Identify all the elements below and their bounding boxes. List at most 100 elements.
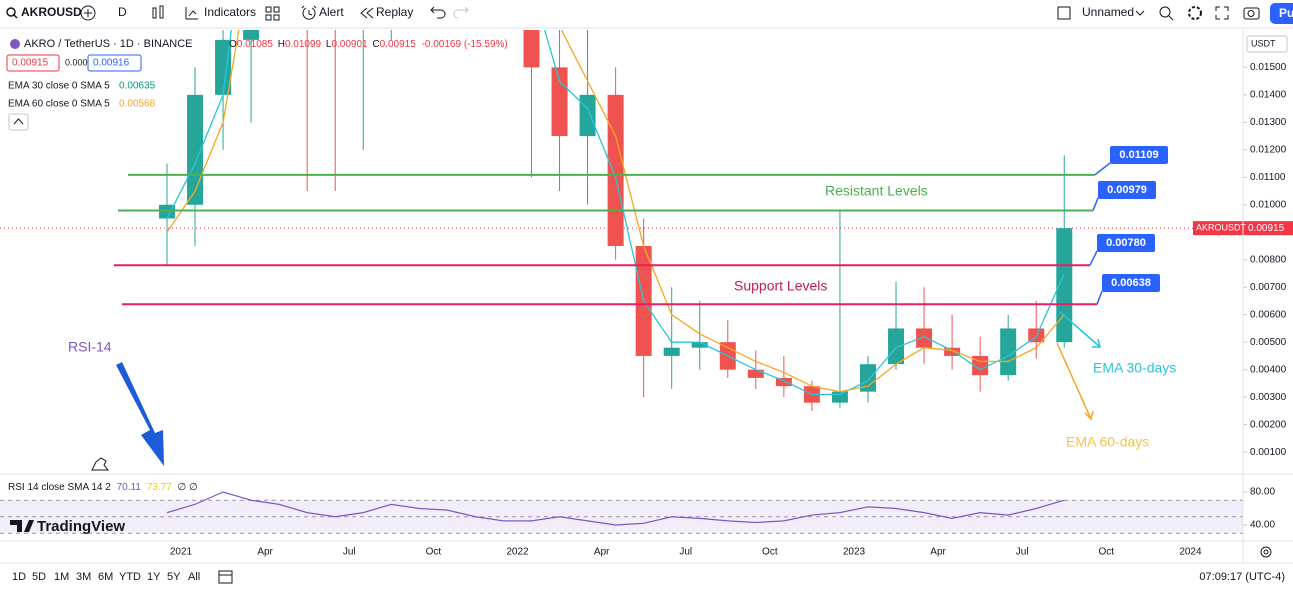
templates-icon[interactable] — [265, 6, 280, 21]
last-price-symbol: AKROUSDT — [1196, 223, 1247, 233]
ask-box[interactable] — [87, 54, 142, 72]
bid-box[interactable] — [6, 54, 60, 72]
ohlc-value: 0.00915 — [380, 39, 417, 50]
range-button[interactable]: 1D — [12, 571, 26, 583]
symbol-logo — [10, 39, 20, 49]
x-tick-label: 2024 — [1179, 547, 1202, 558]
candle-body — [944, 347, 961, 356]
level-connector — [1094, 162, 1111, 176]
axes: 0.01500 0.01400 0.01300 0.01200 0.01100 0.010… — [170, 62, 1293, 558]
rsi-line — [166, 491, 1065, 526]
rsi-name: RSI 14 close SMA 14 2 — [8, 482, 111, 493]
resistant-label: Resistant Levels — [825, 183, 928, 199]
undo[interactable] — [430, 6, 446, 19]
replay[interactable]: Replay — [376, 5, 413, 19]
x-tick-label: 2023 — [843, 547, 866, 558]
rsi-legend: RSI 14 close SMA 14 2 70.11 73.77 ∅ ∅ — [8, 482, 198, 493]
indicators[interactable]: Indicators — [204, 5, 256, 19]
candle-body — [551, 67, 568, 137]
x-tick-label: Apr — [594, 547, 610, 558]
level-label: 0.01109 — [1119, 149, 1158, 161]
layout-name[interactable]: Unnamed — [1082, 5, 1134, 19]
ohlc-key: L — [326, 39, 332, 50]
level-connector — [1096, 290, 1103, 305]
interval[interactable]: D — [118, 5, 127, 19]
candle-body — [523, 30, 540, 68]
candle-body — [747, 369, 764, 378]
rsi-tick-label: 40.00 — [1250, 520, 1275, 531]
y-tick-label: 0.01100 — [1250, 172, 1286, 183]
range-button[interactable]: 3M — [76, 571, 91, 583]
range-button[interactable]: YTD — [119, 571, 141, 583]
indicators-icon[interactable] — [185, 7, 198, 20]
checkbox[interactable] — [1057, 6, 1071, 20]
symbol[interactable]: AKROUSD — [21, 5, 82, 19]
alert-icon[interactable] — [301, 5, 317, 20]
ema60-label: EMA 60-days — [1066, 434, 1149, 450]
currency[interactable]: USDT — [1251, 38, 1276, 48]
range-button[interactable]: 1M — [54, 571, 69, 583]
publish[interactable]: Pub — [1279, 6, 1293, 20]
chart-type[interactable] — [152, 7, 157, 19]
rsi-value: 70.11 — [117, 482, 142, 493]
last-price-label: 0.00915 — [1248, 223, 1285, 234]
range-button[interactable]: All — [188, 571, 200, 583]
x-tick-label: Oct — [426, 547, 442, 558]
x-tick-label: Jul — [679, 547, 692, 558]
ohlc-key: C — [372, 39, 379, 50]
ask[interactable]: 0.00916 — [93, 58, 130, 69]
replay-icon[interactable] — [360, 7, 374, 19]
ema60-arrow — [1056, 342, 1094, 421]
rsi-sma: 73.77 — [147, 482, 172, 493]
y-tick-label: 0.00400 — [1250, 364, 1287, 375]
candle-body — [607, 94, 624, 247]
bid[interactable]: 0.00915 — [12, 58, 49, 69]
alert[interactable]: Alert — [319, 5, 344, 19]
redo[interactable] — [453, 6, 469, 19]
change: -0.00169 (-15.59%) — [422, 39, 508, 50]
fullscreen[interactable] — [1215, 6, 1229, 20]
ema30-value: 0.00635 — [119, 81, 156, 92]
settings[interactable] — [1188, 6, 1202, 20]
ohlc-key: O — [229, 39, 237, 50]
level-label: 0.00638 — [1111, 277, 1151, 289]
publish-button[interactable] — [1270, 3, 1293, 24]
snapshot[interactable] — [1243, 7, 1260, 20]
x-tick-label: Oct — [762, 547, 778, 558]
clock: 07:09:17 (UTC-4) — [1199, 571, 1285, 583]
rsi-label: RSI-14 — [68, 339, 112, 355]
range-button[interactable]: 5D — [32, 571, 46, 583]
range-button[interactable]: 6M — [98, 571, 113, 583]
ohlc-value: 0.01099 — [285, 39, 322, 50]
legend: AKRO / TetherUS · 1D · BINANCE O0.01085 … — [6, 38, 508, 131]
ohlc-value: 0.01085 — [237, 39, 274, 50]
candle-body — [215, 39, 232, 95]
candle-body — [859, 364, 876, 392]
ohlc-value: 0.00901 — [331, 39, 368, 50]
currency-box[interactable] — [1246, 35, 1288, 53]
date-range-icon[interactable] — [218, 570, 233, 584]
quick-search[interactable] — [1159, 6, 1171, 18]
layout-menu[interactable] — [1135, 10, 1145, 16]
search-icon[interactable] — [6, 7, 16, 17]
add-symbol[interactable] — [80, 5, 96, 21]
ema30-name: EMA 30 close 0 SMA 5 — [8, 81, 110, 92]
collapse-legend[interactable] — [8, 113, 29, 131]
range-button[interactable]: 5Y — [167, 571, 181, 583]
y-tick-label: 0.00300 — [1250, 392, 1287, 403]
y-tick-label: 0.01400 — [1250, 89, 1287, 100]
rsi-arrow — [116, 362, 164, 466]
toolbar: AKROUSD D Indicators Alert Replay Unname… — [0, 3, 1293, 29]
level-connector — [1092, 197, 1099, 211]
dino-icon[interactable] — [91, 457, 110, 471]
logo-mark — [10, 520, 34, 532]
y-tick-label: 0.00500 — [1250, 337, 1287, 348]
level-label-box — [1098, 181, 1156, 199]
candle-body — [243, 30, 260, 40]
range-button[interactable]: 1Y — [147, 571, 161, 583]
spread: 0.00001 — [65, 57, 98, 67]
y-tick-label: 0.00100 — [1250, 447, 1287, 458]
y-tick-label: 0.00600 — [1250, 309, 1287, 320]
axis-settings[interactable] — [1260, 546, 1272, 558]
ema30-arrow — [1059, 311, 1101, 348]
